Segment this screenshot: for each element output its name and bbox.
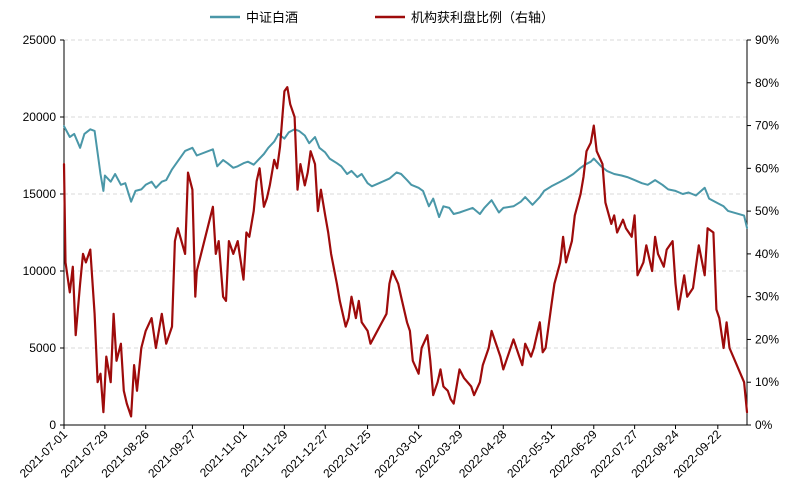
series-line-baijiu-index [63, 125, 748, 229]
y-left-tick-label: 5000 [29, 341, 56, 355]
legend-label: 机构获利盘比例（右轴） [411, 10, 554, 26]
y-right-tick-label: 10% [755, 375, 779, 389]
y-right-tick-label: 40% [755, 247, 779, 261]
gridlines [64, 39, 747, 349]
y-right-tick-label: 50% [755, 204, 779, 218]
series-lines [62, 85, 749, 418]
series-line-profit-ratio [62, 85, 749, 418]
y-right-tick-label: 30% [755, 290, 779, 304]
x-tick-label: 2021-09-27 [145, 427, 199, 481]
y-right-tick-label: 90% [755, 33, 779, 47]
y-right-tick-label: 70% [755, 119, 779, 133]
legend-item-profit-ratio: 机构获利盘比例（右轴） [375, 10, 554, 26]
y-right-tick-label: 80% [755, 76, 779, 90]
y-right-tick-label: 0% [755, 418, 773, 432]
y-left-tick-label: 25000 [23, 33, 57, 47]
legend-label: 中证白酒 [246, 10, 298, 26]
y-left-tick-label: 20000 [23, 110, 57, 124]
legend: 中证白酒 机构获利盘比例（右轴） [210, 10, 554, 26]
y-right-tick-label: 60% [755, 161, 779, 175]
x-tick-label: 2022-04-28 [456, 427, 510, 481]
y-left-tick-label: 15000 [23, 187, 57, 201]
y-left-tick-label: 10000 [23, 264, 57, 278]
y-right-tick-label: 20% [755, 332, 779, 346]
y-left-tick-label: 0 [49, 418, 56, 432]
legend-item-baijiu-index: 中证白酒 [210, 10, 298, 26]
